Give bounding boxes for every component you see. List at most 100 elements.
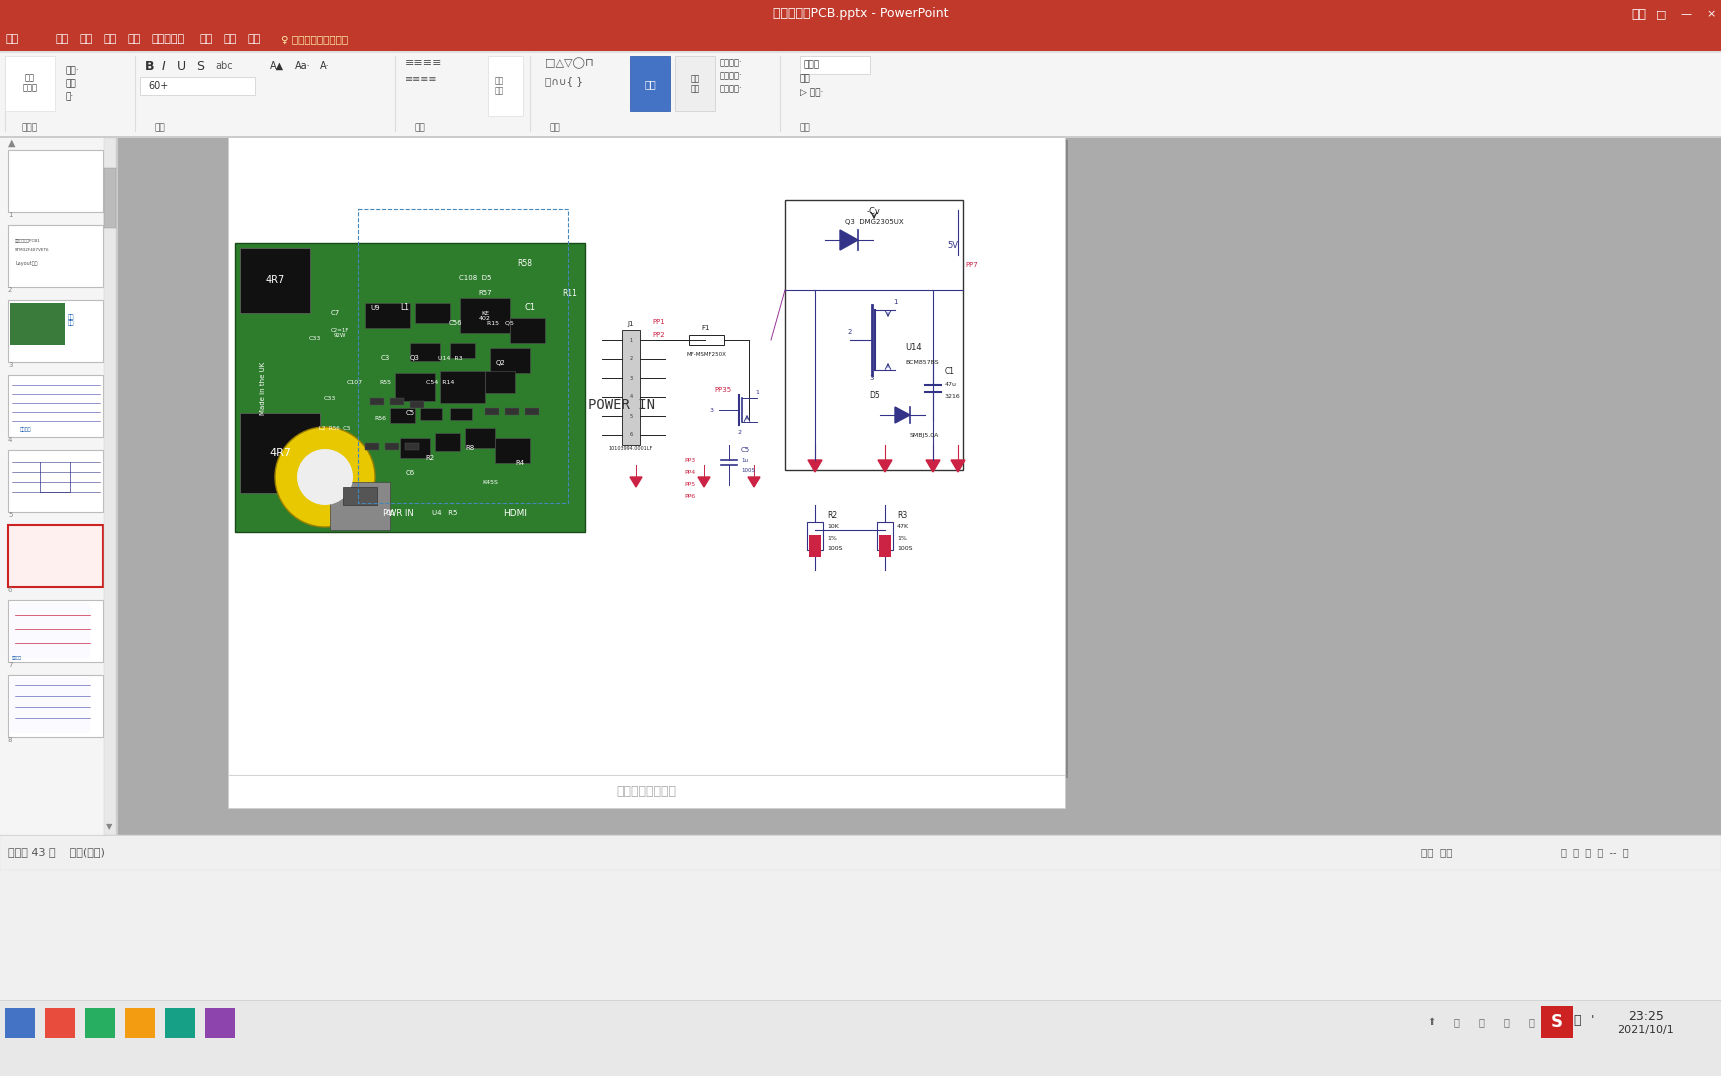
Text: 8: 8 [9, 737, 12, 744]
Text: 100S: 100S [742, 467, 756, 472]
Text: 单击此处添加备注: 单击此处添加备注 [616, 785, 676, 798]
Bar [0, 138, 115, 835]
Text: C33: C33 [324, 396, 336, 400]
Bar [358, 209, 568, 502]
Bar [0, 28, 1721, 51]
Text: MF-MSMF250X: MF-MSMF250X [687, 352, 726, 356]
Text: 字体: 字体 [155, 124, 165, 132]
Text: PP6: PP6 [683, 494, 695, 498]
Text: ≡≡≡≡: ≡≡≡≡ [404, 58, 442, 68]
Bar [0, 136, 1721, 138]
Bar [239, 247, 310, 313]
Text: 备注  批注: 备注 批注 [1422, 848, 1453, 858]
Text: 动画: 动画 [127, 34, 139, 44]
Text: U4   R5: U4 R5 [432, 510, 458, 516]
Text: ▲: ▲ [9, 138, 15, 148]
Text: STM32F407VET6: STM32F407VET6 [15, 247, 50, 252]
Text: 编辑: 编辑 [800, 124, 811, 132]
Bar [330, 482, 391, 530]
Text: abc: abc [215, 61, 232, 71]
Text: —: — [1680, 9, 1692, 19]
Text: 登录: 登录 [1632, 8, 1645, 20]
Bar [103, 138, 115, 835]
Bar [84, 1008, 115, 1038]
Text: 4R7: 4R7 [265, 275, 284, 285]
Text: 47K: 47K [897, 524, 909, 529]
Text: A▲: A▲ [270, 61, 284, 71]
Bar [370, 398, 384, 405]
Text: R57: R57 [478, 291, 492, 296]
Bar [9, 450, 103, 512]
Text: 设计: 设计 [79, 34, 93, 44]
Bar [10, 678, 89, 733]
Text: 10103994.0001LF: 10103994.0001LF [609, 447, 654, 452]
Text: 3216: 3216 [945, 395, 960, 399]
Bar [139, 77, 255, 95]
Bar [800, 56, 871, 74]
Text: R4: R4 [515, 461, 525, 466]
Text: U14: U14 [905, 343, 922, 353]
Bar [630, 56, 669, 111]
Text: Q3: Q3 [410, 355, 420, 362]
Bar [0, 1000, 1721, 1076]
Text: □: □ [1656, 9, 1666, 19]
Text: ⬛: ⬛ [1528, 1017, 1533, 1027]
Text: 2: 2 [737, 429, 742, 435]
Text: 形状效果·: 形状效果· [719, 85, 743, 94]
Bar [460, 298, 509, 332]
Bar [0, 51, 1721, 136]
Text: C3: C3 [380, 355, 389, 362]
Text: SMBJ5.0A: SMBJ5.0A [910, 433, 940, 438]
Text: R11: R11 [563, 288, 578, 297]
Text: 切换: 切换 [103, 34, 117, 44]
Text: 新建
幻灯片: 新建 幻灯片 [22, 73, 38, 93]
Text: ×: × [1706, 9, 1716, 19]
Text: 1: 1 [893, 299, 897, 305]
Text: 60+: 60+ [148, 81, 169, 91]
Bar [485, 371, 515, 393]
Bar [441, 371, 485, 404]
Text: ': ' [1590, 1014, 1594, 1027]
Text: B: B [145, 59, 155, 72]
Text: C6: C6 [406, 470, 415, 476]
Text: ≡≡≡≡: ≡≡≡≡ [404, 74, 437, 84]
Bar [410, 343, 441, 362]
Bar [449, 408, 472, 420]
Bar [0, 835, 1721, 870]
Text: U: U [177, 59, 186, 72]
Text: L2  R56  C5: L2 R56 C5 [320, 425, 351, 430]
Text: 张，共 43 张    中文(中国): 张，共 43 张 中文(中国) [9, 848, 105, 858]
Text: J1: J1 [628, 321, 635, 327]
Circle shape [275, 427, 375, 527]
Text: HDMI: HDMI [503, 509, 527, 518]
Bar [45, 1008, 76, 1038]
Text: 中: 中 [1573, 1014, 1580, 1027]
Text: 视图: 视图 [224, 34, 236, 44]
Text: 浙江大学: 浙江大学 [21, 427, 31, 433]
Text: 跟着大厂学画PCB1: 跟着大厂学画PCB1 [15, 238, 41, 242]
Text: ⬆: ⬆ [1427, 1017, 1435, 1027]
Text: 23:25: 23:25 [1628, 1009, 1664, 1022]
Bar [621, 330, 640, 445]
Text: 文字
方向: 文字 方向 [496, 76, 504, 96]
Text: □△▽◯⊓: □△▽◯⊓ [546, 57, 594, 69]
Text: 3: 3 [630, 376, 633, 381]
Text: I: I [162, 59, 165, 72]
Polygon shape [895, 407, 910, 423]
Polygon shape [630, 477, 642, 487]
Text: 1%: 1% [828, 536, 836, 540]
Bar [399, 438, 430, 458]
Text: 4: 4 [9, 437, 12, 443]
Text: C1: C1 [945, 368, 955, 377]
Text: PP4: PP4 [683, 469, 695, 475]
Bar [205, 1008, 236, 1038]
Bar [365, 443, 379, 450]
Bar [103, 168, 115, 228]
Bar [675, 56, 714, 111]
Text: C7: C7 [330, 310, 339, 316]
Bar [404, 443, 418, 450]
Bar [391, 398, 404, 405]
Text: S: S [1551, 1013, 1563, 1031]
Bar [410, 401, 423, 408]
Bar [879, 535, 891, 557]
